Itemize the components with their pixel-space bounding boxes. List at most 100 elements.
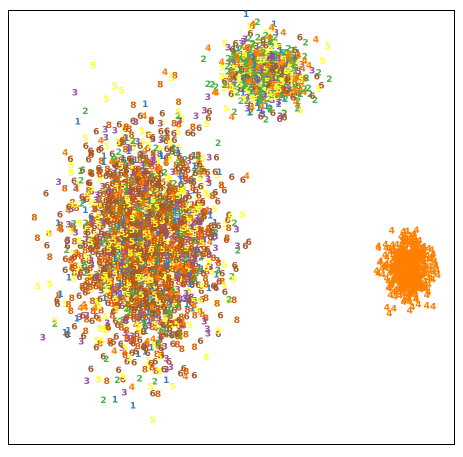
data-point-6: 6 (140, 327, 146, 337)
data-point-8: 8 (215, 259, 221, 269)
data-point-8: 8 (71, 224, 77, 234)
data-point-4: 4 (245, 56, 251, 66)
data-point-6: 6 (135, 232, 141, 242)
data-point-6: 6 (152, 288, 158, 298)
data-point-6: 6 (250, 81, 256, 91)
data-point-4: 4 (156, 267, 162, 277)
data-point-5: 5 (222, 40, 228, 50)
data-point-2: 2 (104, 265, 110, 275)
data-point-3: 3 (185, 260, 191, 270)
data-point-5: 5 (266, 60, 272, 70)
data-point-5: 5 (266, 88, 272, 98)
data-point-6: 6 (150, 134, 156, 144)
data-point-5: 5 (130, 236, 136, 246)
data-point-6: 6 (183, 263, 189, 273)
data-point-5: 5 (187, 321, 193, 331)
data-point-2: 2 (237, 66, 243, 76)
data-point-4: 4 (152, 246, 158, 256)
data-point-6: 6 (105, 170, 111, 180)
data-point-2: 2 (275, 51, 281, 61)
data-point-4: 4 (103, 267, 109, 277)
data-point-6: 6 (143, 223, 149, 233)
data-point-6: 6 (126, 162, 132, 172)
data-point-5: 5 (134, 227, 140, 237)
data-point-1: 1 (143, 211, 149, 221)
data-point-1: 1 (137, 282, 143, 292)
data-point-5: 5 (285, 74, 291, 84)
data-point-3: 3 (145, 240, 151, 250)
data-point-8: 8 (97, 270, 103, 280)
data-point-8: 8 (138, 281, 144, 291)
data-point-4: 4 (126, 200, 132, 210)
data-point-4: 4 (275, 79, 281, 89)
data-point-8: 8 (183, 248, 189, 258)
data-point-6: 6 (105, 233, 111, 243)
data-point-8: 8 (150, 204, 156, 214)
data-point-1: 1 (146, 317, 152, 327)
data-point-1: 1 (246, 108, 252, 118)
data-point-6: 6 (88, 187, 94, 197)
data-point-2: 2 (255, 96, 261, 106)
data-point-8: 8 (150, 283, 156, 293)
data-point-5: 5 (127, 283, 133, 293)
data-point-6: 6 (148, 237, 154, 247)
data-point-4: 4 (75, 251, 81, 261)
data-point-6: 6 (176, 316, 182, 326)
data-point-6: 6 (233, 40, 239, 50)
data-point-5: 5 (274, 92, 280, 102)
data-point-2: 2 (281, 110, 287, 120)
data-point-6: 6 (129, 211, 135, 221)
data-point-5: 5 (127, 240, 133, 250)
data-point-6: 6 (168, 278, 174, 288)
data-point-6: 6 (240, 75, 246, 85)
data-point-8: 8 (148, 228, 154, 238)
data-point-1: 1 (125, 305, 131, 315)
data-point-5: 5 (138, 263, 144, 273)
data-point-2: 2 (292, 58, 298, 68)
data-point-8: 8 (174, 340, 180, 350)
data-point-4: 4 (133, 321, 139, 331)
data-point-6: 6 (131, 261, 137, 271)
data-point-5: 5 (97, 266, 103, 276)
data-point-5: 5 (118, 86, 124, 96)
data-point-2: 2 (280, 58, 286, 68)
data-point-6: 6 (134, 219, 140, 229)
data-point-5: 5 (52, 316, 58, 326)
data-point-1: 1 (266, 87, 272, 97)
data-point-8: 8 (153, 247, 159, 257)
data-point-6: 6 (140, 253, 146, 263)
data-point-5: 5 (251, 41, 257, 51)
data-point-2: 2 (137, 274, 143, 284)
data-point-6: 6 (69, 265, 75, 275)
data-point-6: 6 (173, 149, 179, 159)
data-point-6: 6 (93, 312, 99, 322)
data-point-3: 3 (165, 264, 171, 274)
data-point-5: 5 (159, 259, 165, 269)
data-point-4: 4 (152, 325, 158, 335)
data-point-3: 3 (140, 278, 146, 288)
data-point-8: 8 (118, 156, 124, 166)
data-point-2: 2 (257, 92, 263, 102)
data-point-6: 6 (116, 120, 122, 130)
data-point-6: 6 (250, 81, 256, 91)
data-point-4: 4 (124, 226, 130, 236)
data-point-4: 4 (259, 103, 265, 113)
data-point-8: 8 (111, 208, 117, 218)
data-point-6: 6 (155, 167, 161, 177)
data-point-2: 2 (274, 74, 280, 84)
data-point-6: 6 (198, 228, 204, 238)
data-point-1: 1 (146, 223, 152, 233)
data-point-2: 2 (122, 282, 128, 292)
data-point-2: 2 (254, 59, 260, 69)
data-point-4: 4 (144, 337, 150, 347)
data-point-6: 6 (139, 295, 145, 305)
data-point-4: 4 (254, 48, 260, 58)
data-point-8: 8 (105, 218, 111, 228)
data-point-6: 6 (97, 189, 103, 199)
data-point-6: 6 (117, 211, 123, 221)
data-point-1: 1 (140, 261, 146, 271)
data-point-6: 6 (157, 299, 163, 309)
data-point-6: 6 (290, 93, 296, 103)
data-point-6: 6 (100, 208, 106, 218)
